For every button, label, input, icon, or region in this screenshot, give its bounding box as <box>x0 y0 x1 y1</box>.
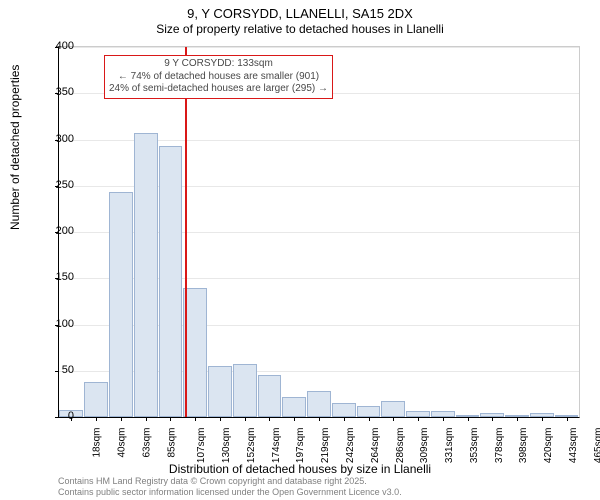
histogram-bar <box>84 382 108 417</box>
xtick-label: 18sqm <box>92 428 103 458</box>
gridline <box>59 47 579 48</box>
xtick-label: 130sqm <box>221 428 232 464</box>
ytick-label: 200 <box>44 225 74 237</box>
histogram-bar <box>307 391 331 417</box>
xtick-label: 63sqm <box>141 428 152 458</box>
xtick-mark <box>170 417 171 421</box>
ytick-label: 300 <box>44 133 74 145</box>
xtick-mark <box>96 417 97 421</box>
xtick-mark <box>319 417 320 421</box>
histogram-bar <box>233 364 257 417</box>
xtick-label: 331sqm <box>444 428 455 464</box>
xtick-label: 443sqm <box>568 428 579 464</box>
xtick-label: 353sqm <box>469 428 480 464</box>
xtick-label: 174sqm <box>271 428 282 464</box>
xtick-mark <box>195 417 196 421</box>
xtick-label: 219sqm <box>320 428 331 464</box>
xtick-label: 40sqm <box>117 428 128 458</box>
footer-attribution: Contains HM Land Registry data © Crown c… <box>58 476 402 498</box>
xtick-mark <box>542 417 543 421</box>
xtick-label: 420sqm <box>543 428 554 464</box>
xtick-label: 197sqm <box>296 428 307 464</box>
chart-area: 9 Y CORSYDD: 133sqm← 74% of detached hou… <box>58 46 578 416</box>
xtick-mark <box>220 417 221 421</box>
ytick-label: 150 <box>44 271 74 283</box>
xtick-mark <box>492 417 493 421</box>
xtick-mark <box>369 417 370 421</box>
xtick-mark <box>146 417 147 421</box>
y-axis-label: Number of detached properties <box>8 65 22 230</box>
xtick-label: 264sqm <box>370 428 381 464</box>
annotation-box: 9 Y CORSYDD: 133sqm← 74% of detached hou… <box>104 55 333 99</box>
footer-line2: Contains public sector information licen… <box>58 487 402 498</box>
footer-line1: Contains HM Land Registry data © Crown c… <box>58 476 402 487</box>
histogram-bar <box>208 366 232 417</box>
xtick-label: 286sqm <box>395 428 406 464</box>
xtick-label: 107sqm <box>197 428 208 464</box>
xtick-mark <box>344 417 345 421</box>
histogram-bar <box>332 403 356 417</box>
xtick-label: 85sqm <box>166 428 177 458</box>
xtick-mark <box>269 417 270 421</box>
xtick-mark <box>245 417 246 421</box>
xtick-mark <box>468 417 469 421</box>
xtick-label: 152sqm <box>246 428 257 464</box>
histogram-bar <box>258 375 282 417</box>
xtick-label: 378sqm <box>494 428 505 464</box>
histogram-bar <box>109 192 133 417</box>
xtick-mark <box>443 417 444 421</box>
xtick-mark <box>567 417 568 421</box>
annotation-line3: 24% of semi-detached houses are larger (… <box>109 83 328 96</box>
xtick-mark <box>294 417 295 421</box>
xtick-mark <box>517 417 518 421</box>
ytick-label: 100 <box>44 318 74 330</box>
plot-region: 9 Y CORSYDD: 133sqm← 74% of detached hou… <box>58 46 580 418</box>
xtick-mark <box>418 417 419 421</box>
chart-container: 9, Y CORSYDD, LLANELLI, SA15 2DX Size of… <box>0 0 600 500</box>
ytick-label: 250 <box>44 179 74 191</box>
xtick-label: 242sqm <box>345 428 356 464</box>
x-axis-label: Distribution of detached houses by size … <box>0 462 600 476</box>
ytick-label: 0 <box>44 410 74 422</box>
ytick-label: 400 <box>44 40 74 52</box>
histogram-bar <box>134 133 158 417</box>
histogram-bar <box>159 146 183 417</box>
xtick-label: 398sqm <box>518 428 529 464</box>
xtick-mark <box>393 417 394 421</box>
xtick-label: 465sqm <box>593 428 600 464</box>
ytick-label: 350 <box>44 86 74 98</box>
histogram-bar <box>282 397 306 417</box>
ytick-label: 50 <box>44 364 74 376</box>
annotation-line2: ← 74% of detached houses are smaller (90… <box>109 71 328 84</box>
xtick-label: 309sqm <box>419 428 430 464</box>
xtick-mark <box>121 417 122 421</box>
chart-title: 9, Y CORSYDD, LLANELLI, SA15 2DX <box>0 0 600 21</box>
marker-line <box>185 47 187 417</box>
histogram-bar <box>381 401 405 417</box>
chart-subtitle: Size of property relative to detached ho… <box>0 22 600 36</box>
annotation-line1: 9 Y CORSYDD: 133sqm <box>109 58 328 71</box>
histogram-bar <box>357 406 381 417</box>
